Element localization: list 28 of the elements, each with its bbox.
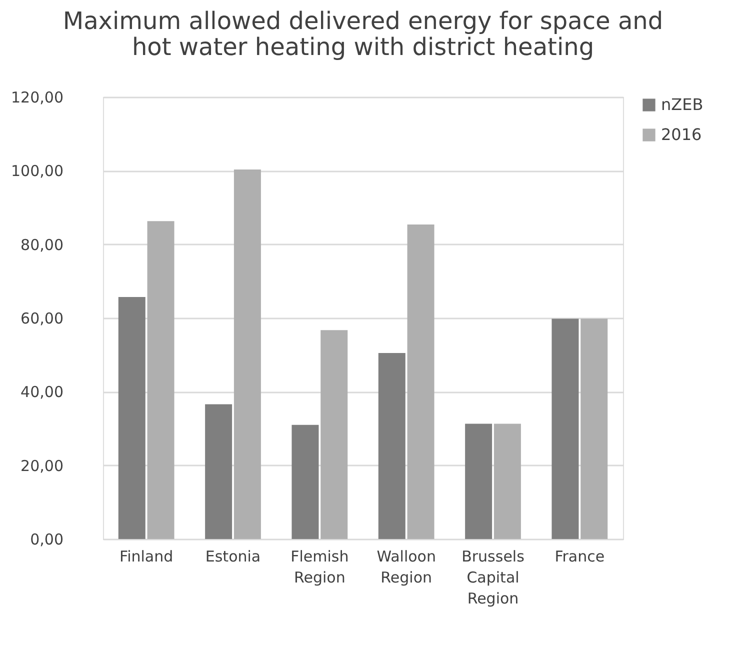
bar [407,224,434,539]
y-tick-label: 120,00 [11,88,64,106]
bar [147,221,174,539]
bar [378,352,406,539]
x-tick-label: Estonia [205,548,261,566]
y-tick-label: 80,00 [20,236,64,254]
x-tick-label: Finland [120,548,174,566]
bar [234,170,261,539]
y-tick-label: 100,00 [11,162,64,180]
x-tick-label: Brussels Capital Region [462,548,525,608]
y-tick-label: 60,00 [20,310,64,328]
x-tick-label: Flemish Region [290,548,349,586]
bar [205,404,232,539]
y-tick-label: 40,00 [20,383,64,402]
bar [292,424,319,539]
y-tick-label: 0,00 [30,530,64,548]
bar [465,424,492,539]
y-tick-label: 20,00 [20,456,64,475]
bar [320,330,348,539]
x-tick-label: France [554,548,605,566]
legend-label: 2016 [661,125,702,144]
bar [580,318,608,539]
x-tick-label: Walloon Region [376,548,436,586]
bar [494,424,521,539]
legend-label: nZEB [661,95,704,114]
chart-title: Maximum allowed delivered energy for space and hot water heating with district heating [62,7,664,61]
bar [552,318,579,539]
bar [118,297,146,539]
